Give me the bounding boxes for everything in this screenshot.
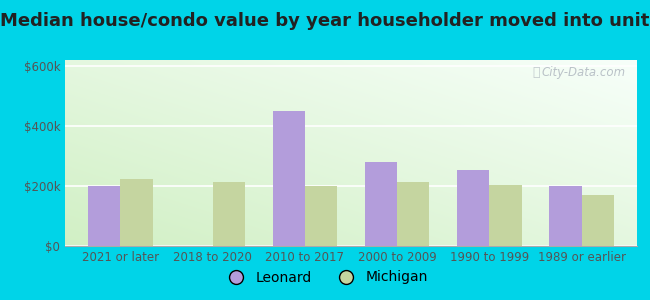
Legend: Leonard, Michigan: Leonard, Michigan: [216, 265, 434, 290]
Bar: [365, 162, 397, 246]
Bar: [88, 186, 120, 246]
Text: City-Data.com: City-Data.com: [541, 66, 625, 79]
Bar: [549, 186, 582, 246]
Bar: [397, 182, 430, 246]
Bar: [213, 182, 245, 246]
Bar: [272, 111, 305, 246]
Bar: [305, 186, 337, 246]
Bar: [582, 195, 614, 246]
Text: Median house/condo value by year householder moved into unit: Median house/condo value by year househo…: [0, 12, 650, 30]
Bar: [120, 178, 153, 246]
Bar: [457, 169, 489, 246]
Bar: [489, 184, 522, 246]
Text: Ⓣ: Ⓣ: [532, 66, 540, 79]
